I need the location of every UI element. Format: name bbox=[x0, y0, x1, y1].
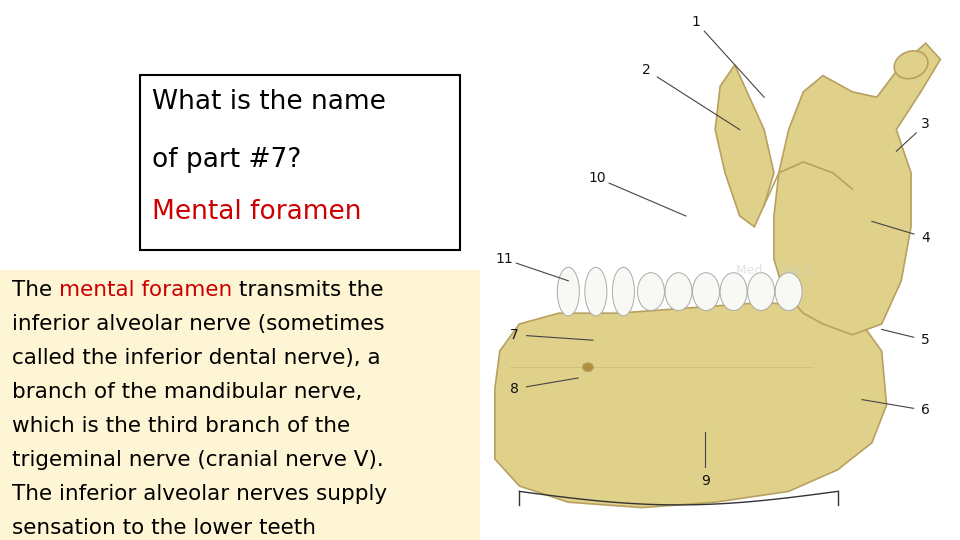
Text: which is the third branch of the: which is the third branch of the bbox=[12, 416, 350, 436]
Ellipse shape bbox=[637, 273, 664, 310]
Bar bbox=[0, 270, 480, 540]
Text: Mental foramen: Mental foramen bbox=[152, 199, 362, 225]
Ellipse shape bbox=[612, 267, 635, 316]
Ellipse shape bbox=[720, 273, 747, 310]
Text: 5: 5 bbox=[922, 333, 930, 347]
Text: 1: 1 bbox=[691, 15, 700, 29]
Text: 4: 4 bbox=[922, 231, 930, 245]
Text: 3: 3 bbox=[922, 117, 930, 131]
Text: What is the name: What is the name bbox=[152, 89, 386, 115]
Text: The inferior alveolar nerves supply: The inferior alveolar nerves supply bbox=[12, 484, 387, 504]
Text: of part #7?: of part #7? bbox=[152, 147, 301, 173]
Bar bbox=[140, 75, 460, 250]
Ellipse shape bbox=[583, 363, 593, 372]
Text: trigeminal nerve (cranial nerve V).: trigeminal nerve (cranial nerve V). bbox=[12, 450, 384, 470]
Text: 9: 9 bbox=[701, 474, 709, 488]
Ellipse shape bbox=[558, 267, 579, 316]
Text: 6: 6 bbox=[922, 403, 930, 417]
Polygon shape bbox=[715, 65, 774, 227]
Text: called the inferior dental nerve), a: called the inferior dental nerve), a bbox=[12, 348, 380, 368]
Ellipse shape bbox=[894, 51, 928, 79]
Text: 2: 2 bbox=[642, 63, 651, 77]
Ellipse shape bbox=[748, 273, 775, 310]
Ellipse shape bbox=[775, 273, 803, 310]
Text: mental foramen: mental foramen bbox=[59, 280, 232, 300]
Text: The: The bbox=[12, 280, 59, 300]
Text: 10: 10 bbox=[588, 171, 607, 185]
Text: branch of the mandibular nerve,: branch of the mandibular nerve, bbox=[12, 382, 362, 402]
Text: 8: 8 bbox=[510, 382, 519, 396]
Text: sensation to the lower teeth: sensation to the lower teeth bbox=[12, 518, 316, 538]
Ellipse shape bbox=[665, 273, 692, 310]
Polygon shape bbox=[495, 302, 886, 508]
Ellipse shape bbox=[692, 273, 719, 310]
Text: transmits the: transmits the bbox=[232, 280, 384, 300]
Text: 7: 7 bbox=[510, 328, 518, 342]
Text: Med    ook.c: Med ook.c bbox=[736, 264, 812, 276]
Polygon shape bbox=[774, 43, 941, 335]
Text: inferior alveolar nerve (sometimes: inferior alveolar nerve (sometimes bbox=[12, 314, 385, 334]
Text: 11: 11 bbox=[495, 252, 514, 266]
Ellipse shape bbox=[585, 267, 607, 316]
